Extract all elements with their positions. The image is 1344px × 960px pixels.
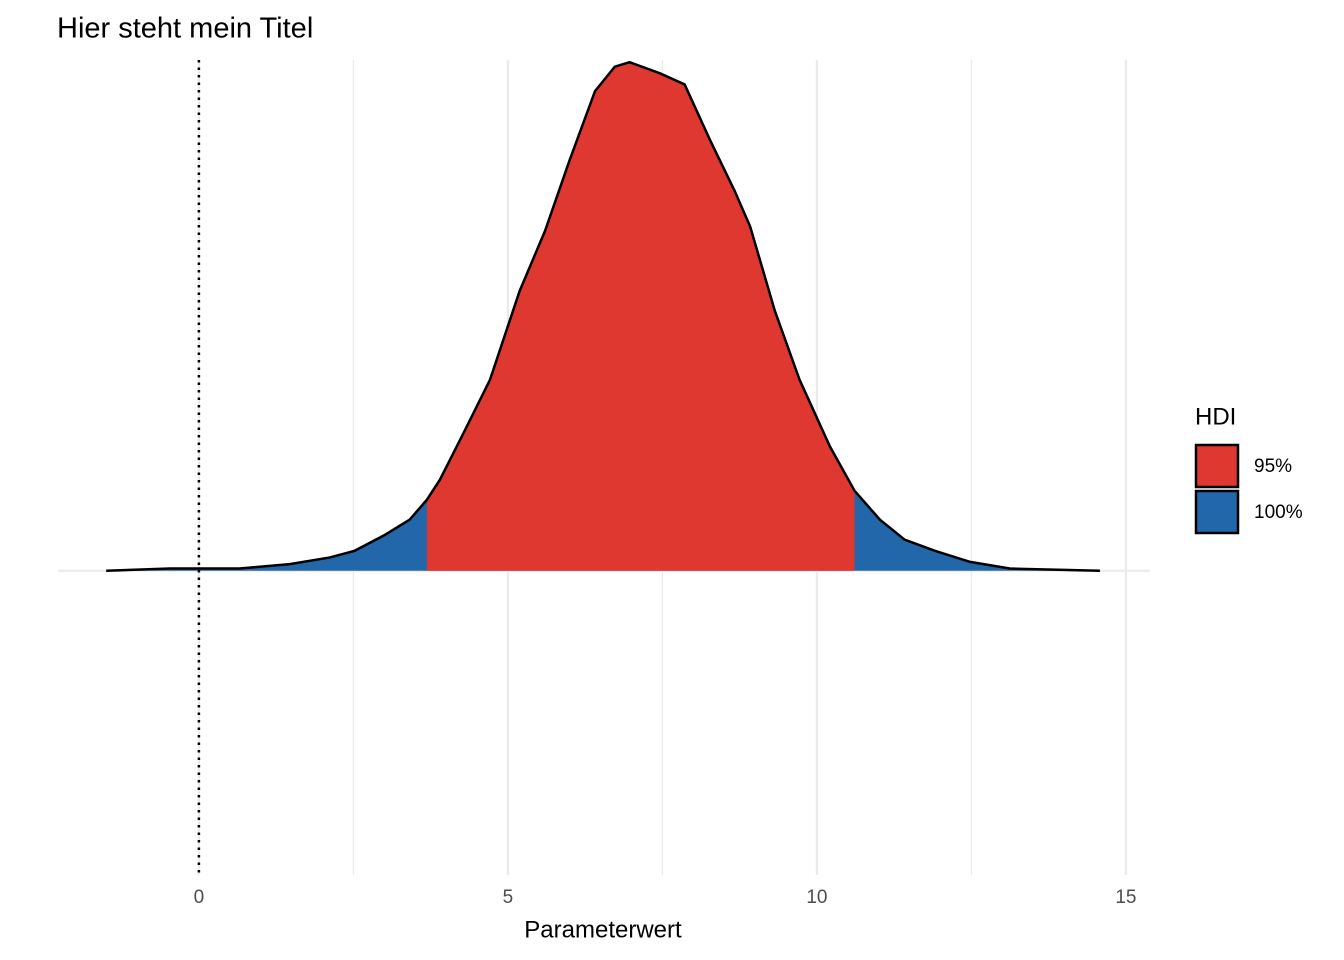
x-axis-label: Parameterwert bbox=[524, 916, 682, 943]
x-tick-label: 15 bbox=[1115, 887, 1136, 908]
legend-key bbox=[1194, 443, 1240, 489]
x-tick-label: 5 bbox=[503, 887, 514, 908]
legend-label: 95% bbox=[1254, 456, 1292, 477]
chart-title: Hier steht mein Titel bbox=[57, 13, 313, 45]
legend-label: 100% bbox=[1254, 502, 1303, 523]
density-line bbox=[106, 60, 1100, 573]
x-tick-label: 0 bbox=[194, 887, 205, 908]
legend-title: HDI bbox=[1195, 403, 1236, 430]
interval-area bbox=[426, 62, 855, 571]
legend-key bbox=[1194, 489, 1240, 535]
x-tick-label: 10 bbox=[806, 887, 827, 908]
